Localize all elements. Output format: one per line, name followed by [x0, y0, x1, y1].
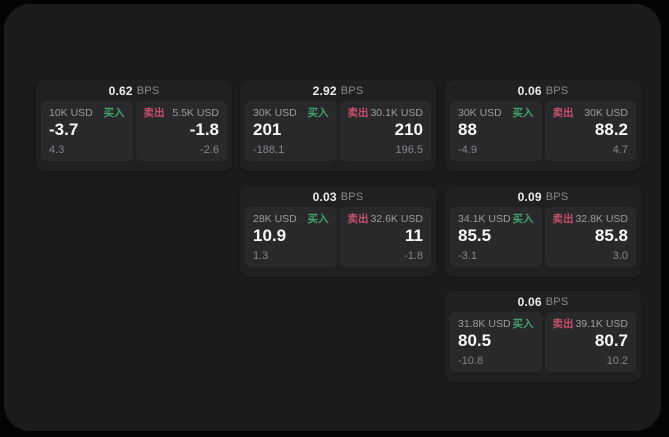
sell-delta: -1.8	[404, 250, 423, 262]
sell-price: 88.2	[594, 120, 628, 139]
buy-tile[interactable]: 30K USD 买入 201 -188.1	[245, 101, 337, 161]
spread-unit-label: BPS	[545, 84, 569, 97]
quote-card: 0.09 BPS 34.1K USD 买入 85.5 -3.1 卖出 32.8K…	[445, 186, 641, 277]
buy-tile[interactable]: 31.8K USD 买入 80.5 -10.8	[450, 312, 542, 372]
sell-label: 卖出	[552, 107, 574, 119]
buy-price: 80.5	[458, 331, 492, 350]
spread-value: 0.09	[517, 189, 542, 204]
sell-tile[interactable]: 卖出 30.1K USD 210 196.5	[339, 101, 431, 161]
spread-unit-label: BPS	[545, 190, 569, 203]
buy-label: 买入	[103, 107, 125, 119]
buy-price: 85.5	[458, 226, 492, 245]
spread-value: 2.92	[312, 83, 337, 98]
buy-delta: -3.1	[458, 250, 477, 262]
buy-amount: 30K USD	[458, 107, 502, 119]
buy-label: 买入	[512, 318, 534, 330]
sell-tile[interactable]: 卖出 39.1K USD 80.7 10.2	[544, 312, 636, 372]
sell-label: 卖出	[347, 107, 369, 119]
buy-tile[interactable]: 28K USD 买入 10.9 1.3	[245, 207, 337, 267]
buy-amount: 28K USD	[253, 213, 297, 225]
buy-label: 买入	[512, 107, 534, 119]
buy-delta: -4.9	[458, 144, 477, 156]
spread-unit-label: BPS	[340, 84, 364, 97]
quote-card: 0.03 BPS 28K USD 买入 10.9 1.3 卖出 32.6K US…	[240, 186, 436, 277]
card-header: 0.03 BPS	[240, 186, 436, 207]
spread-unit-label: BPS	[340, 190, 364, 203]
sell-tile[interactable]: 卖出 5.5K USD -1.8 -2.6	[135, 101, 227, 161]
sell-price: -1.8	[189, 120, 219, 139]
spread-value: 0.62	[108, 83, 133, 98]
sell-label: 卖出	[143, 107, 165, 119]
sell-delta: 196.5	[395, 144, 423, 156]
buy-delta: -188.1	[253, 144, 285, 156]
quote-card: 0.62 BPS 10K USD 买入 -3.7 4.3 卖出 5.5K USD…	[36, 80, 232, 171]
buy-amount: 10K USD	[49, 107, 93, 119]
quote-card: 0.06 BPS 31.8K USD 买入 80.5 -10.8 卖出 39.1…	[445, 291, 641, 382]
card-header: 0.09 BPS	[445, 186, 641, 207]
sell-delta: 4.7	[612, 144, 628, 156]
buy-tile[interactable]: 34.1K USD 买入 85.5 -3.1	[450, 207, 542, 267]
spread-value: 0.06	[517, 83, 542, 98]
card-header: 0.62 BPS	[36, 80, 232, 101]
quote-card: 0.06 BPS 30K USD 买入 88 -4.9 卖出 30K USD 8…	[445, 80, 641, 171]
buy-delta: 1.3	[253, 250, 269, 262]
sell-price: 210	[394, 120, 423, 139]
sell-delta: 3.0	[612, 250, 628, 262]
sell-label: 卖出	[552, 318, 574, 330]
sell-price: 80.7	[594, 331, 628, 350]
sell-amount: 32.6K USD	[370, 213, 423, 225]
spread-value: 0.03	[312, 189, 337, 204]
card-header: 0.06 BPS	[445, 291, 641, 312]
sell-price: 11	[405, 226, 423, 245]
sell-label: 卖出	[552, 213, 574, 225]
buy-tile[interactable]: 10K USD 买入 -3.7 4.3	[41, 101, 133, 161]
sell-delta: -2.6	[200, 144, 219, 156]
buy-label: 买入	[512, 213, 534, 225]
buy-price: 201	[253, 120, 282, 139]
sell-delta: 10.2	[606, 355, 628, 367]
buy-price: -3.7	[49, 120, 79, 139]
buy-price: 88	[458, 120, 477, 139]
card-header: 2.92 BPS	[240, 80, 436, 101]
buy-price: 10.9	[253, 226, 287, 245]
sell-amount: 30K USD	[584, 107, 628, 119]
sell-amount: 5.5K USD	[172, 107, 219, 119]
sell-amount: 32.8K USD	[575, 213, 628, 225]
spread-unit-label: BPS	[545, 295, 569, 308]
buy-label: 买入	[307, 107, 329, 119]
buy-delta: 4.3	[49, 144, 65, 156]
card-header: 0.06 BPS	[445, 80, 641, 101]
buy-tile[interactable]: 30K USD 买入 88 -4.9	[450, 101, 542, 161]
sell-amount: 30.1K USD	[370, 107, 423, 119]
sell-price: 85.8	[594, 226, 628, 245]
sell-tile[interactable]: 卖出 32.6K USD 11 -1.8	[339, 207, 431, 267]
buy-delta: -10.8	[458, 355, 484, 367]
buy-amount: 30K USD	[253, 107, 297, 119]
sell-tile[interactable]: 卖出 32.8K USD 85.8 3.0	[544, 207, 636, 267]
spread-value: 0.06	[517, 294, 542, 309]
buy-amount: 31.8K USD	[458, 318, 511, 330]
sell-label: 卖出	[347, 213, 369, 225]
spread-unit-label: BPS	[136, 84, 160, 97]
buy-label: 买入	[307, 213, 329, 225]
sell-tile[interactable]: 卖出 30K USD 88.2 4.7	[544, 101, 636, 161]
buy-amount: 34.1K USD	[458, 213, 511, 225]
sell-amount: 39.1K USD	[575, 318, 628, 330]
quote-card: 2.92 BPS 30K USD 买入 201 -188.1 卖出 30.1K …	[240, 80, 436, 171]
